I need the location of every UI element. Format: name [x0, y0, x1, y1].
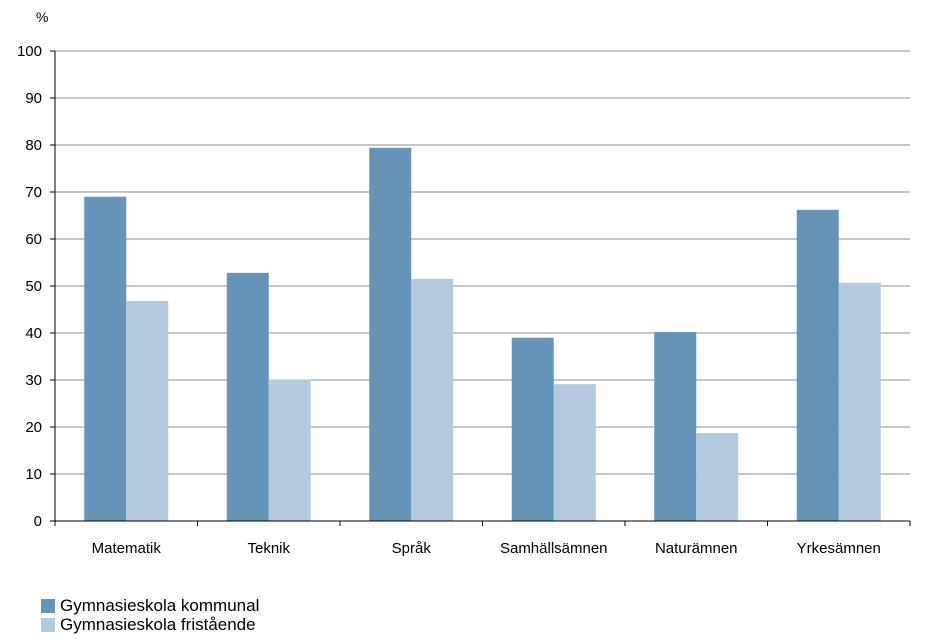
- bar-series0-Språk: [369, 147, 412, 521]
- y-tick-label-10: 10: [25, 466, 42, 483]
- legend-item-kommunal: Gymnasieskola kommunal: [41, 596, 259, 615]
- legend-swatch-fristaende: [41, 617, 55, 632]
- bar-series0-Naturämnen: [654, 332, 697, 521]
- bar-series1-Yrkesämnen: [838, 282, 881, 521]
- y-tick-label-40: 40: [25, 325, 42, 342]
- x-tick-label-Naturämnen: Naturämnen: [655, 540, 738, 557]
- y-tick-label-50: 50: [25, 278, 42, 295]
- bar-series0-Matematik: [84, 196, 127, 521]
- bars: [84, 147, 881, 522]
- axes: 0 10 20 30 40 50 60 70 80 90 100 Matematik Teknik Spr…: [17, 43, 911, 557]
- y-tick-label-20: 20: [25, 419, 42, 436]
- bar-series1-Samhällsämnen: [553, 384, 596, 521]
- y-tick-label-70: 70: [25, 184, 42, 201]
- x-tick-label-Språk: Språk: [392, 540, 432, 557]
- legend-item-fristaende: Gymnasieskola fristående: [41, 615, 259, 634]
- bar-series1-Teknik: [268, 379, 311, 521]
- bar-series1-Matematik: [126, 301, 169, 521]
- y-tick-label-90: 90: [25, 90, 42, 107]
- y-tick-label-30: 30: [25, 372, 42, 389]
- x-tick-label-Yrkesämnen: Yrkesämnen: [797, 540, 881, 557]
- x-tick-label-Teknik: Teknik: [247, 540, 290, 557]
- bar-series1-Naturämnen: [696, 433, 739, 521]
- y-axis-label: %: [36, 9, 48, 25]
- legend: Gymnasieskola kommunal Gymnasieskola fri…: [41, 596, 259, 634]
- y-tick-label-100: 100: [17, 43, 42, 60]
- bar-series0-Samhällsämnen: [511, 337, 554, 521]
- x-tick-label-Samhällsämnen: Samhällsämnen: [500, 540, 608, 557]
- bar-series0-Teknik: [226, 272, 269, 521]
- gridlines: [55, 50, 910, 475]
- y-tick-label-0: 0: [34, 513, 42, 530]
- legend-label-kommunal: Gymnasieskola kommunal: [60, 595, 260, 615]
- bar-series1-Språk: [411, 278, 454, 521]
- y-tick-label-80: 80: [25, 137, 42, 154]
- bar-series0-Yrkesämnen: [796, 209, 839, 522]
- legend-label-fristaende: Gymnasieskola fristående: [60, 614, 256, 634]
- legend-swatch-kommunal: [41, 598, 55, 613]
- x-tick-label-Matematik: Matematik: [92, 540, 162, 557]
- y-tick-label-60: 60: [25, 231, 42, 248]
